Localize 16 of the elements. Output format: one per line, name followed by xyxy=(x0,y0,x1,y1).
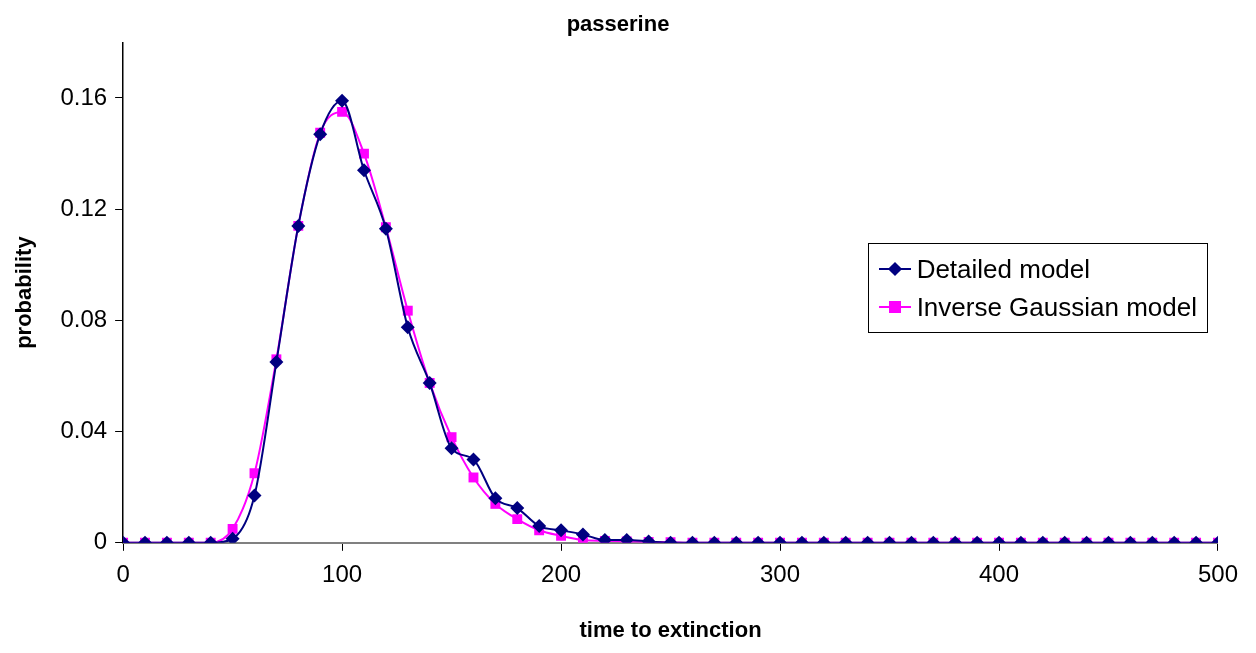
x-tick-label: 200 xyxy=(541,559,582,587)
x-tick-label: 100 xyxy=(322,559,363,587)
y-tick-label: 0.12 xyxy=(60,193,108,221)
x-tick-label: 400 xyxy=(978,559,1020,587)
x-tick-label: 0 xyxy=(116,559,130,587)
legend-label: Inverse Gaussian model xyxy=(916,291,1197,323)
y-tick-label: 0.08 xyxy=(60,305,108,333)
y-tick-label: 0 xyxy=(93,527,108,555)
x-tick-label: 500 xyxy=(1197,559,1238,587)
y-axis-title: probability xyxy=(11,235,37,349)
y-tick-label: 0.04 xyxy=(60,416,108,444)
y-tick-label: 0.16 xyxy=(60,82,108,110)
x-tick-label: 300 xyxy=(760,559,801,587)
legend-label: Detailed model xyxy=(916,253,1091,285)
x-axis-title: time to extinction xyxy=(579,616,762,642)
chart-title: passerine xyxy=(566,11,670,37)
